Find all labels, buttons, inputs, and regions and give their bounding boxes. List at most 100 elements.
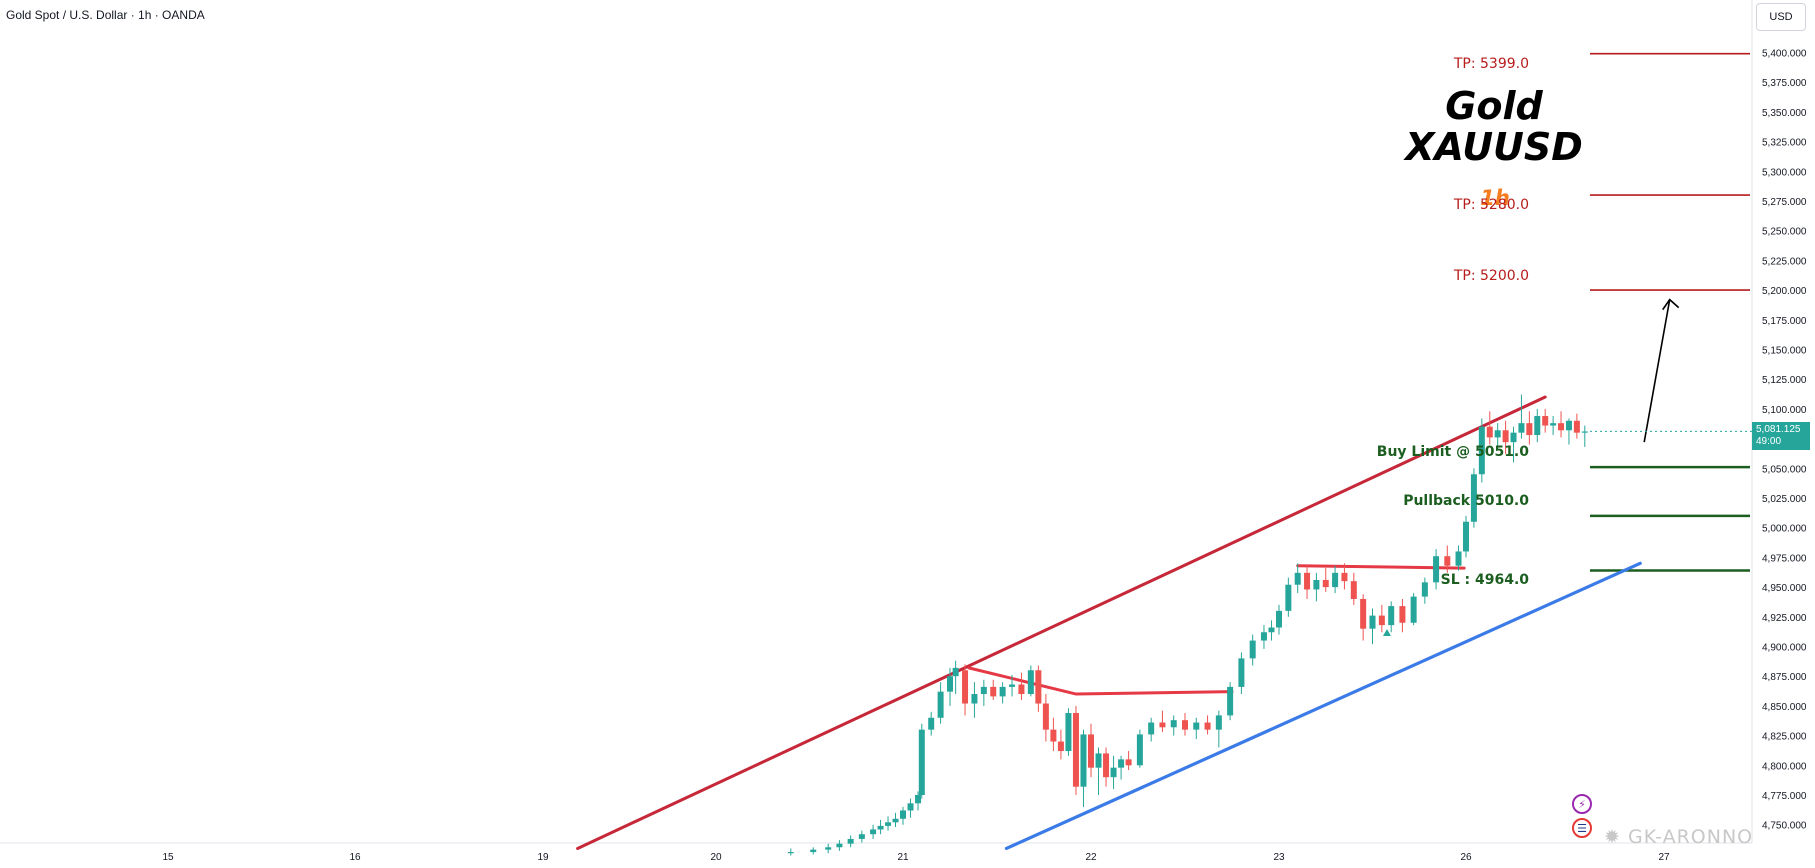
candle-body (980, 686, 987, 695)
watermark-text: GK-ARONNO (1627, 826, 1754, 848)
y-tick-label: 5,025.000 (1762, 494, 1807, 505)
candle-body (1088, 734, 1094, 768)
candle-body (1478, 426, 1485, 475)
candle-body (1341, 572, 1348, 582)
candle-body (1193, 722, 1200, 730)
candle-body (1378, 615, 1385, 626)
y-tick-label: 5,275.000 (1762, 197, 1807, 208)
candle-body (1260, 632, 1267, 641)
candle-body (847, 838, 854, 844)
watermark: ✹ GK-ARONNO (1604, 826, 1753, 848)
y-tick-label: 4,925.000 (1762, 613, 1807, 624)
candle-body (1057, 741, 1064, 752)
tp3-label: TP: 5399.0 (1453, 56, 1529, 72)
candle-body (858, 834, 865, 839)
candle-body (947, 676, 953, 692)
lightning-icon[interactable]: ⚡ (1572, 794, 1592, 814)
candle-body (1268, 627, 1275, 633)
y-tick-label: 5,150.000 (1762, 346, 1807, 357)
candle-body (1159, 722, 1166, 728)
candle-body (1463, 521, 1469, 552)
timeframe-annotation: 1h (1480, 186, 1510, 210)
candle-body (1072, 713, 1079, 787)
chart-title-annotation: Gold XAUUSD (1382, 86, 1606, 168)
y-tick-label: 4,875.000 (1762, 672, 1807, 683)
title-line-xauusd: XAUUSD (1405, 125, 1583, 169)
trendline-resistance (967, 666, 1234, 696)
candle-body (928, 717, 935, 730)
candle-body (1399, 606, 1406, 623)
candle-body (1238, 658, 1245, 687)
y-tick-label: 5,300.000 (1762, 167, 1807, 178)
candle-body (1148, 722, 1155, 735)
candle-body (1118, 759, 1125, 768)
target-arrow-head (1662, 298, 1680, 311)
candle-body (1502, 430, 1509, 443)
y-tick-label: 5,325.000 (1762, 138, 1807, 149)
candle-body (1360, 598, 1367, 629)
candle-body (1103, 753, 1110, 778)
x-tick-label: 21 (897, 852, 909, 863)
candle-body (1035, 670, 1042, 704)
candle-body (1110, 767, 1117, 778)
candle-body (1510, 432, 1517, 443)
candle-body (1526, 423, 1533, 436)
symbol-title[interactable]: Gold Spot / U.S. Dollar · 1h · OANDA (6, 8, 205, 22)
x-tick-label: 19 (537, 852, 549, 863)
candle-body (1410, 596, 1417, 623)
candle-body (870, 829, 877, 835)
y-tick-label: 5,000.000 (1762, 524, 1807, 535)
candle-body (1369, 615, 1376, 629)
candle-body (1558, 423, 1565, 431)
candle-body (1009, 684, 1016, 687)
y-tick-label: 4,975.000 (1762, 553, 1807, 564)
x-tick-label: 26 (1460, 852, 1472, 863)
candle-body (1204, 722, 1211, 730)
candle-body (962, 670, 969, 704)
candle-body (1332, 572, 1339, 588)
candle-body (1350, 581, 1357, 599)
y-tick-label: 5,375.000 (1762, 78, 1807, 89)
candle-body (990, 686, 997, 697)
candle-body (1433, 556, 1440, 583)
y-tick-label: 5,250.000 (1762, 227, 1807, 238)
candle-body (836, 843, 843, 848)
currency-selector[interactable]: USD (1756, 3, 1806, 31)
candle-body (1542, 416, 1549, 426)
pullback-label: Pullback 5010.0 (1403, 493, 1529, 509)
y-tick-label: 5,100.000 (1762, 405, 1807, 416)
candle-body (877, 825, 884, 830)
candle-body (1027, 670, 1034, 695)
tp2-label: TP: 5280.0 (1453, 197, 1529, 213)
candle-body (1494, 430, 1501, 438)
candle-body (1304, 572, 1311, 590)
candle-body (1227, 686, 1234, 716)
candle-body (787, 852, 794, 854)
candle-body (1249, 640, 1256, 659)
x-tick-label: 16 (349, 852, 361, 863)
us-flag-icon[interactable]: ☰ (1572, 818, 1592, 838)
candle-body (952, 667, 959, 677)
candle-body (885, 822, 892, 826)
candle-body (810, 849, 817, 853)
x-tick-label: 27 (1658, 852, 1670, 863)
candle-body (1080, 734, 1087, 787)
candle-body (892, 818, 899, 823)
candle-body (1388, 606, 1395, 626)
y-tick-label: 5,225.000 (1762, 256, 1807, 267)
candle-body (1455, 551, 1462, 566)
candle-body (1581, 431, 1588, 433)
candle-body (937, 691, 944, 718)
candle-body (1050, 729, 1057, 742)
candle-body (1518, 423, 1525, 433)
y-tick-label: 4,825.000 (1762, 732, 1807, 743)
trendline-resistance (1296, 564, 1466, 570)
y-tick-label: 4,800.000 (1762, 761, 1807, 772)
candle-body (1550, 423, 1557, 426)
x-tick-label: 15 (162, 852, 174, 863)
candle-body (1322, 579, 1329, 588)
candle-body (1136, 734, 1143, 766)
candle-body (1294, 572, 1301, 585)
candle-body (1573, 420, 1580, 433)
